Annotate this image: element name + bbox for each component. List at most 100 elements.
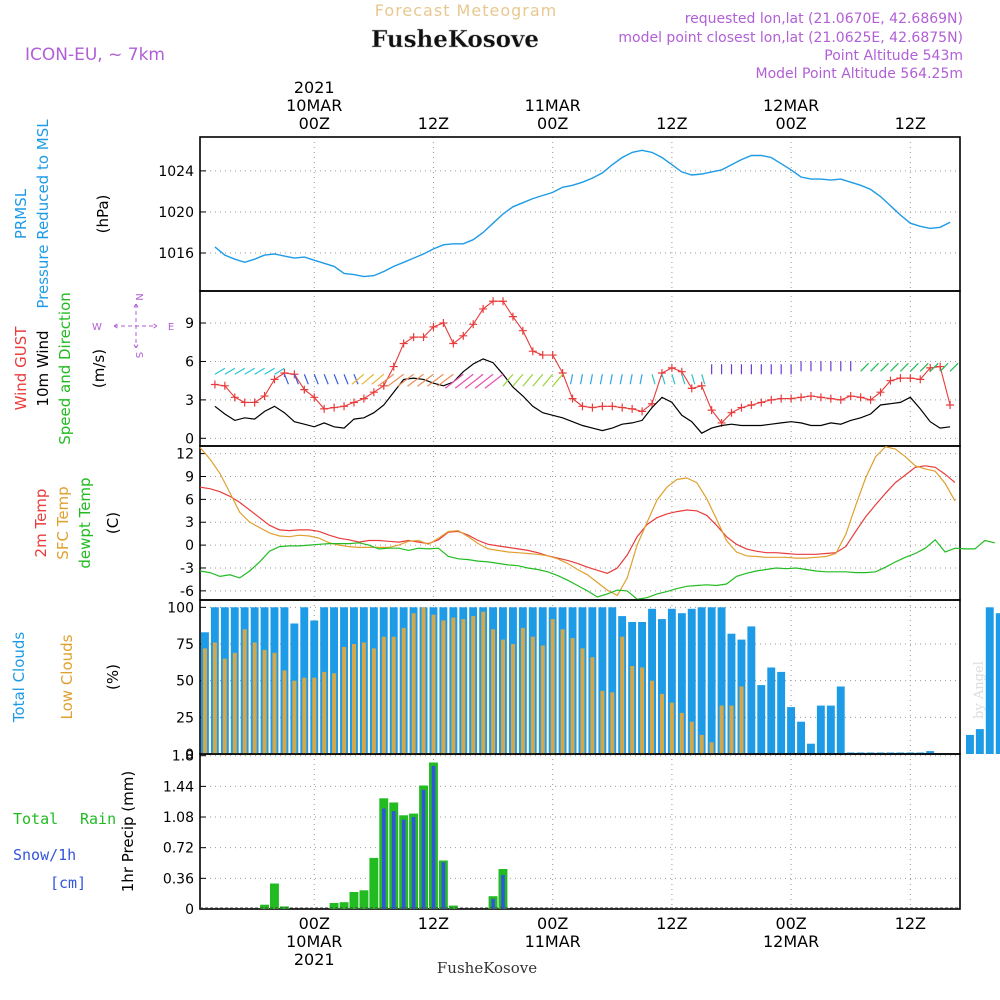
wind-arrow bbox=[224, 367, 236, 375]
gust-marker bbox=[856, 393, 865, 402]
wind-arrow bbox=[436, 373, 454, 387]
low-cloud-bar bbox=[660, 693, 664, 754]
total-cloud-bar bbox=[677, 613, 686, 754]
total-cloud-bar bbox=[926, 751, 935, 754]
wind-arrow bbox=[214, 367, 226, 375]
wind-arrow bbox=[599, 374, 603, 385]
gust-marker bbox=[290, 370, 299, 379]
low-cloud-bar bbox=[669, 702, 674, 754]
low-cloud-bar bbox=[441, 620, 446, 754]
wind-arrow bbox=[444, 373, 464, 389]
gust-marker bbox=[499, 297, 508, 306]
low-cloud-bar bbox=[540, 645, 545, 754]
y-tick-label: 25 bbox=[176, 710, 194, 726]
model-point-altitude: Model Point Altitude 564.25m bbox=[756, 66, 963, 82]
time-label: 12Z bbox=[656, 114, 687, 133]
y-tick-label: 1024 bbox=[158, 164, 194, 180]
rain-bar bbox=[339, 902, 349, 909]
low-cloud-bar bbox=[242, 629, 247, 754]
panel-unit: (C) bbox=[104, 512, 122, 534]
low-cloud-bar bbox=[411, 613, 416, 754]
low-cloud-bar bbox=[679, 712, 684, 754]
y-tick-label: 0 bbox=[185, 902, 194, 918]
panel-label: dewpt Temp bbox=[76, 477, 94, 568]
gust-marker bbox=[697, 381, 706, 390]
compass-east: E bbox=[168, 322, 174, 333]
low-cloud-bar bbox=[421, 607, 426, 754]
wind-arrow bbox=[552, 373, 564, 387]
gust-marker bbox=[320, 404, 329, 413]
gust-marker bbox=[429, 322, 438, 331]
low-cloud-bar bbox=[650, 680, 654, 754]
wind-arrow bbox=[244, 367, 256, 375]
panel-label: Low Clouds bbox=[58, 634, 76, 719]
gust-marker bbox=[518, 326, 527, 335]
gust-marker bbox=[737, 403, 746, 412]
rain-bar bbox=[448, 905, 458, 909]
snow-bar bbox=[501, 874, 505, 909]
gust-marker bbox=[568, 394, 577, 403]
wind-arrow bbox=[351, 373, 365, 385]
gust-marker bbox=[359, 394, 368, 403]
total-cloud-bar bbox=[975, 729, 984, 754]
gust-marker bbox=[250, 398, 259, 407]
y-tick-label: 12 bbox=[176, 447, 194, 463]
low-cloud-bar bbox=[630, 666, 635, 754]
y-tick-label: 75 bbox=[176, 637, 194, 653]
low-cloud-bar bbox=[282, 670, 287, 754]
meteogram-subtitle: Forecast Meteogram bbox=[375, 1, 557, 20]
wind-arrow bbox=[502, 373, 514, 387]
gridlines bbox=[200, 446, 960, 600]
low-cloud-bar bbox=[461, 619, 466, 754]
low-cloud-bar bbox=[511, 644, 515, 754]
gust-marker bbox=[270, 375, 279, 384]
legend-rain: Rain bbox=[80, 810, 116, 828]
gust-marker bbox=[558, 368, 567, 377]
low-cloud-bar bbox=[481, 611, 486, 754]
wind-arrow bbox=[293, 374, 299, 385]
low-cloud-bar bbox=[252, 642, 257, 754]
wind-arrow bbox=[890, 362, 899, 372]
panel-label: Pressure Reduced to MSL bbox=[34, 119, 52, 309]
time-label: 12Z bbox=[656, 914, 687, 933]
wind-arrow bbox=[651, 374, 656, 385]
snow-bar bbox=[491, 898, 495, 909]
low-cloud-bar bbox=[431, 614, 436, 754]
total-cloud-bar bbox=[598, 607, 607, 754]
low-cloud-bar bbox=[361, 642, 366, 754]
low-cloud-bar bbox=[501, 639, 505, 754]
low-cloud-bar bbox=[322, 671, 327, 754]
rain-bar bbox=[280, 906, 289, 909]
snow-bar bbox=[421, 789, 426, 909]
y-tick-label: 0 bbox=[185, 747, 194, 763]
wind-arrow bbox=[639, 374, 643, 385]
total-cloud-bar bbox=[707, 607, 716, 754]
station-title: FusheKosove bbox=[371, 26, 539, 53]
total-cloud-bar bbox=[787, 707, 795, 754]
panel-label: 2m Temp bbox=[32, 489, 50, 558]
precip-legend: Total Rain Snow/1h [cm] bbox=[13, 810, 116, 892]
side-labels: PRMSL Pressure Reduced to MSL (hPa) Wind GU… bbox=[10, 119, 137, 892]
low-cloud-bar bbox=[590, 657, 595, 754]
low-cloud-bar bbox=[610, 692, 615, 754]
wind-arrow bbox=[949, 362, 959, 372]
time-label: 00Z bbox=[299, 914, 330, 933]
pressure-panel: 1016 1020 1024 bbox=[158, 136, 961, 292]
low-cloud-bar bbox=[371, 648, 376, 754]
time-label: 12Z bbox=[895, 114, 926, 133]
gust-marker bbox=[588, 403, 597, 412]
low-cloud-bar bbox=[739, 686, 744, 754]
wind-arrow bbox=[407, 373, 424, 387]
low-cloud-bar bbox=[391, 636, 396, 754]
closest-location: model point closest lon,lat (21.0625E, 4… bbox=[618, 30, 963, 46]
wind-compass: N W E S bbox=[92, 293, 174, 358]
y-tick-label: 1.8 bbox=[172, 749, 194, 765]
y-tick-label: 100 bbox=[167, 600, 194, 616]
gust-marker bbox=[578, 402, 587, 411]
wind-arrow bbox=[522, 373, 534, 387]
gust-marker bbox=[330, 403, 339, 412]
gust-marker bbox=[598, 402, 607, 411]
gust-marker bbox=[797, 393, 806, 402]
low-cloud-bar bbox=[312, 677, 317, 754]
